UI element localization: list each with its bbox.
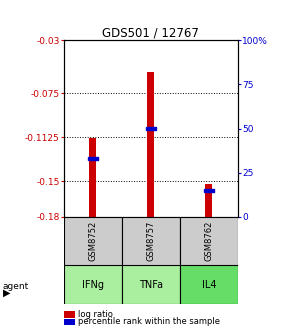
Bar — [89, 138, 96, 217]
Text: GSM8762: GSM8762 — [204, 221, 213, 261]
Text: percentile rank within the sample: percentile rank within the sample — [78, 317, 220, 326]
Bar — [88, 157, 98, 160]
Bar — [180, 217, 238, 265]
Text: GSM8752: GSM8752 — [88, 221, 97, 261]
Bar — [64, 217, 122, 265]
Text: GSM8757: GSM8757 — [146, 221, 155, 261]
Bar — [147, 72, 154, 217]
Bar — [122, 217, 180, 265]
Bar — [146, 127, 156, 130]
Text: ▶: ▶ — [3, 287, 10, 297]
Bar — [64, 265, 122, 304]
Bar — [122, 265, 180, 304]
Title: GDS501 / 12767: GDS501 / 12767 — [102, 26, 199, 39]
Text: TNFa: TNFa — [139, 280, 163, 290]
Text: IFNg: IFNg — [82, 280, 104, 290]
Bar — [204, 189, 214, 192]
Bar — [180, 265, 238, 304]
Text: agent: agent — [3, 282, 29, 291]
Bar — [205, 184, 212, 217]
Text: IL4: IL4 — [202, 280, 216, 290]
Text: log ratio: log ratio — [78, 310, 113, 319]
